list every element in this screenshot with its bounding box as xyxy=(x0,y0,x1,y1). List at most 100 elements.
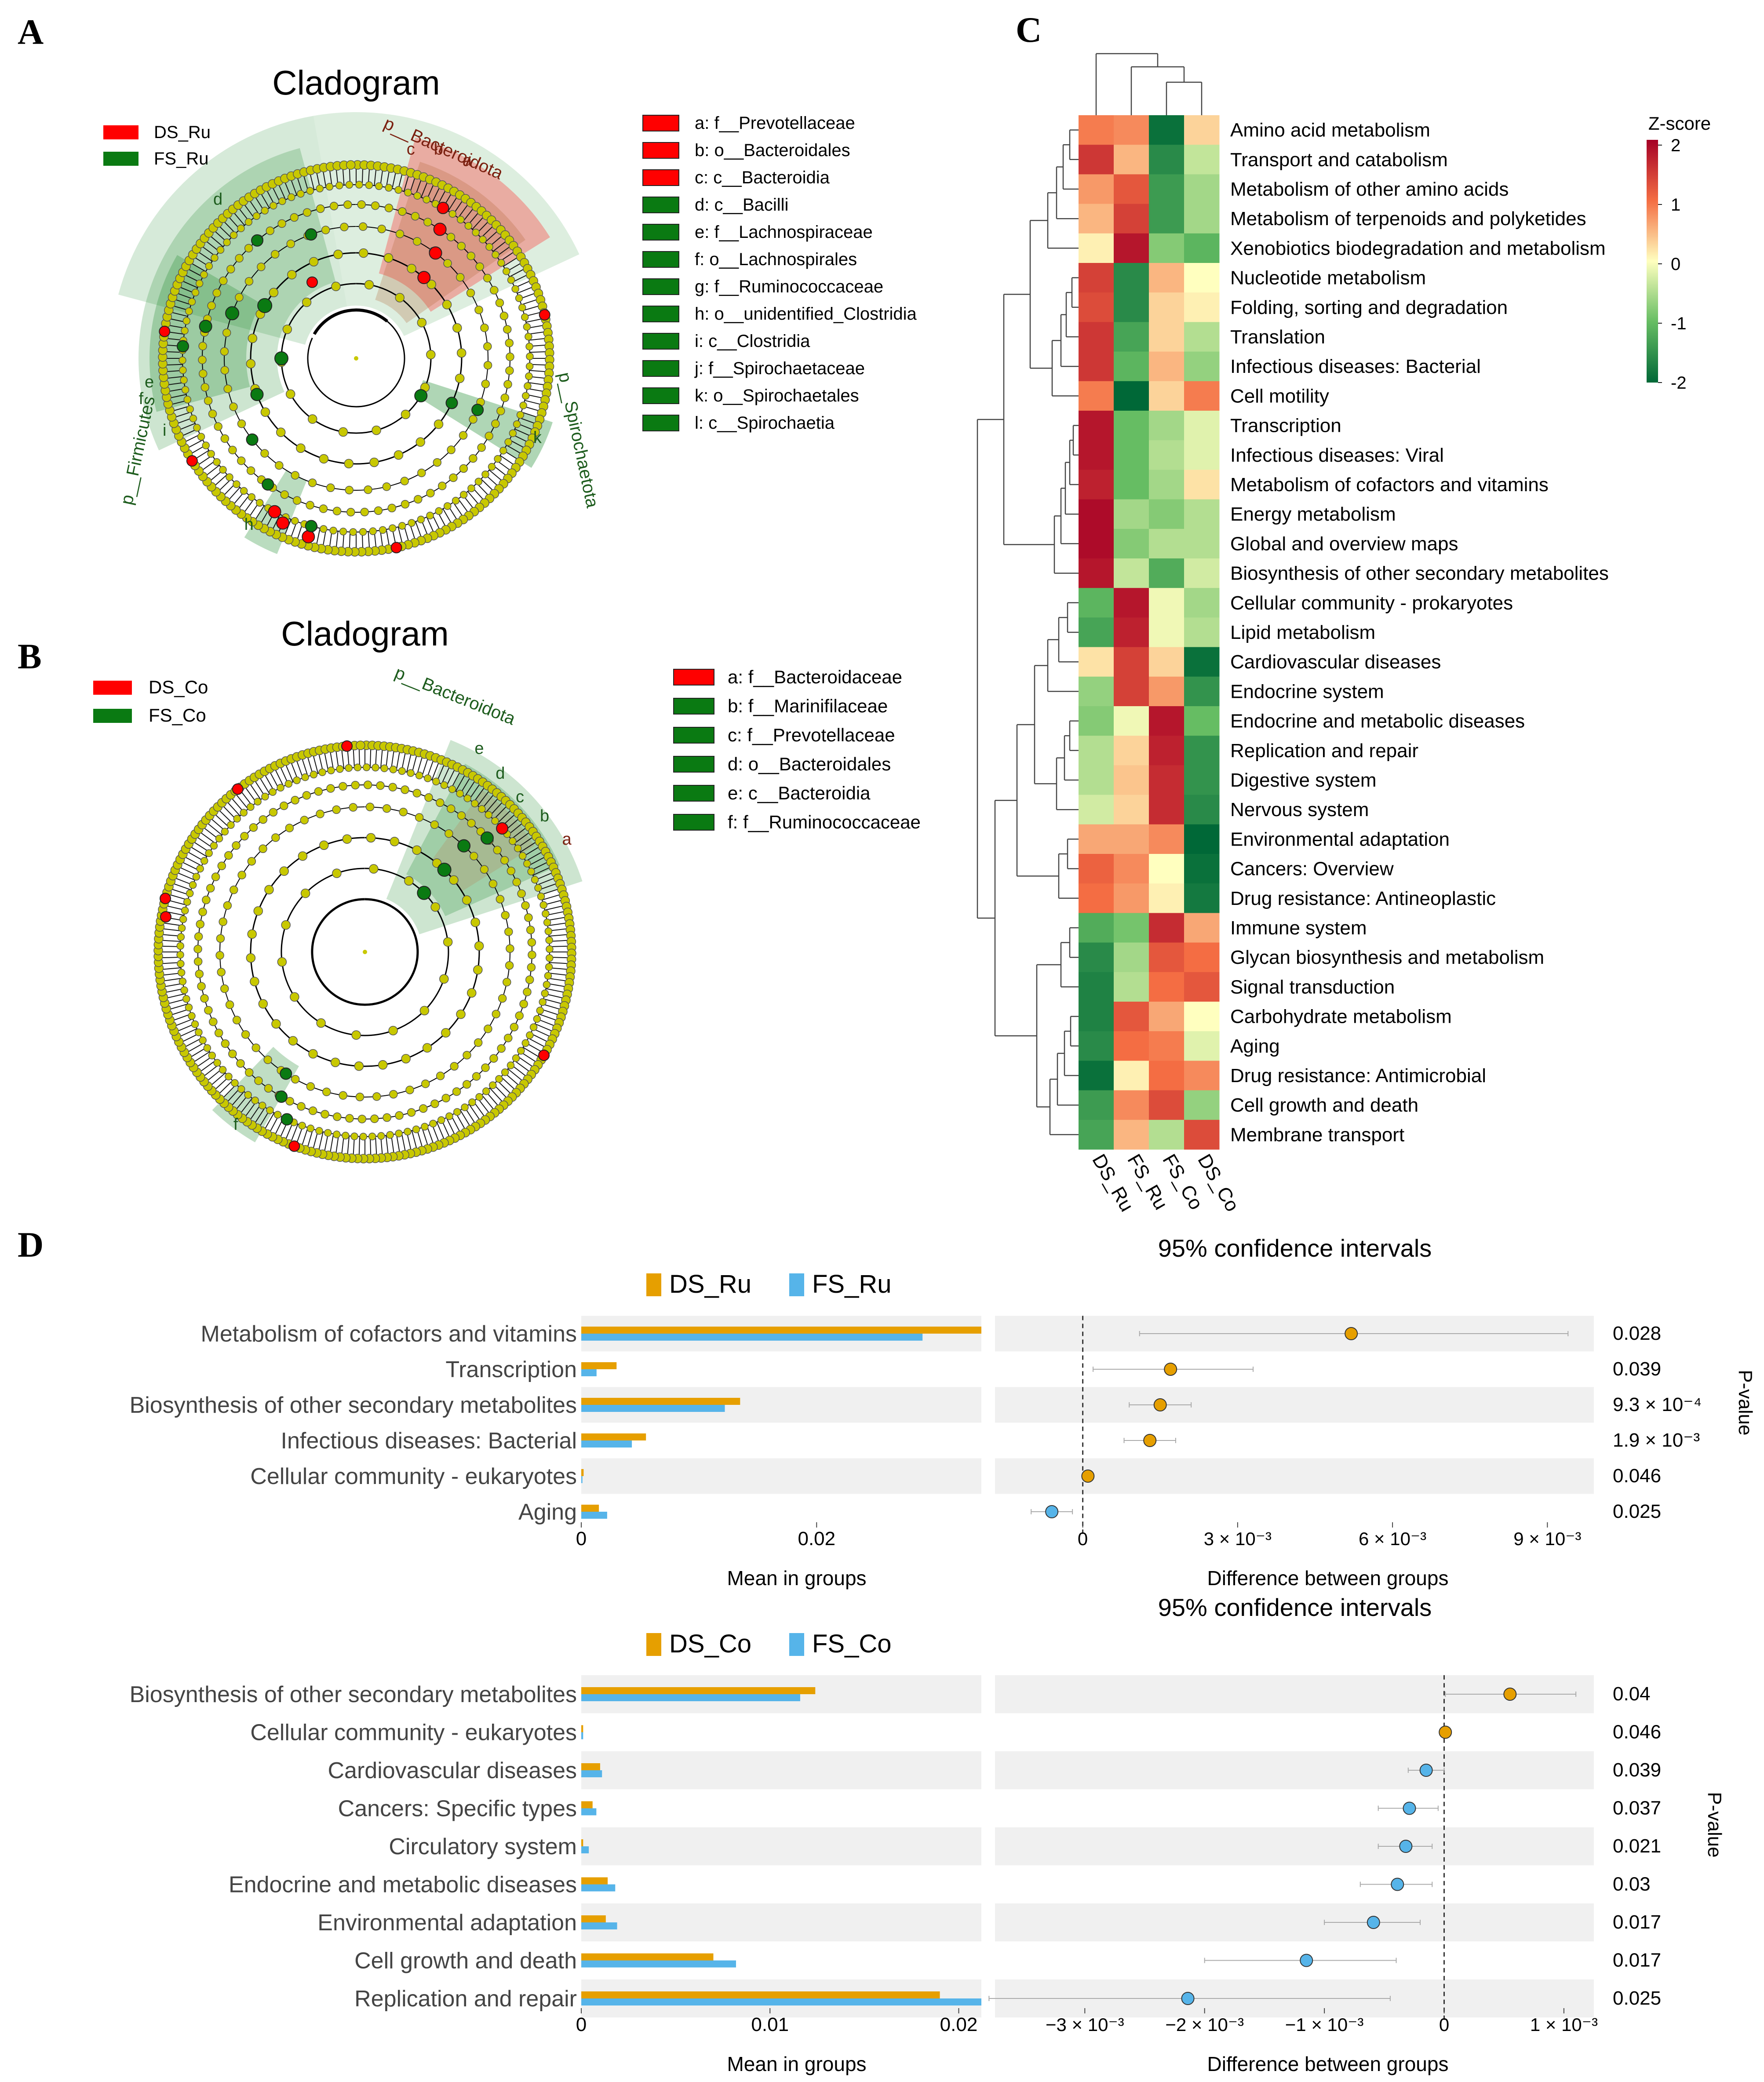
heatmap-row-label: Drug resistance: Antineoplastic xyxy=(1230,888,1496,909)
inner-node xyxy=(260,449,269,458)
biomarker-node-fs xyxy=(445,397,458,409)
heatmap-cell xyxy=(1079,558,1114,588)
inner-node xyxy=(196,920,205,929)
inner-node xyxy=(528,950,536,959)
inner-node xyxy=(342,834,352,844)
heatmap-cell xyxy=(1114,913,1149,943)
clade-letter: e xyxy=(145,373,154,391)
inner-node xyxy=(546,954,554,962)
inner-node xyxy=(498,994,507,1003)
inner-node xyxy=(401,785,409,794)
comparison-ru: 95% confidence intervals DS_Ru FS_Ru Metabo… xyxy=(130,1234,1756,1590)
heatmap-cell xyxy=(1114,440,1149,470)
inner-node xyxy=(450,1062,459,1071)
inner-node xyxy=(379,526,387,534)
inner-node xyxy=(395,293,405,303)
inner-node xyxy=(280,801,288,810)
heatmap-cell xyxy=(1079,499,1114,529)
heatmap-cell xyxy=(1184,795,1220,825)
key-swatch xyxy=(642,197,679,213)
inner-node xyxy=(181,386,190,394)
inner-node xyxy=(303,208,312,217)
inner-node xyxy=(198,355,207,365)
heatmap-cell xyxy=(1149,115,1185,145)
key-swatch xyxy=(673,727,714,744)
clade-letter: d xyxy=(496,764,505,783)
inner-node xyxy=(287,270,297,280)
legend-swatch-fs-co xyxy=(93,709,132,723)
category-label: Aging xyxy=(518,1499,577,1525)
inner-node xyxy=(244,218,253,226)
heatmap-cell xyxy=(1184,883,1220,913)
heatmap-row-label: Folding, sorting and degradation xyxy=(1230,297,1508,318)
bar-fs xyxy=(581,1405,725,1412)
inner-node xyxy=(248,333,258,343)
inner-node xyxy=(457,811,466,820)
inner-node xyxy=(208,409,217,418)
category-label: Transcription xyxy=(445,1357,577,1382)
inner-node xyxy=(545,936,553,944)
biomarker-node-fs xyxy=(251,234,264,247)
bar-ds xyxy=(581,1725,583,1732)
inner-node xyxy=(279,866,289,876)
panel-letter-d: D xyxy=(18,1225,44,1265)
inner-node xyxy=(446,233,456,241)
biomarker-node-ds xyxy=(538,1050,550,1061)
inner-node xyxy=(336,765,344,773)
tree-arc xyxy=(313,308,388,335)
inner-node xyxy=(351,1030,361,1040)
key-label: b: f__Marinifilaceae xyxy=(728,696,888,716)
category-label: Cardiovascular diseases xyxy=(328,1758,577,1783)
inner-node xyxy=(521,313,529,321)
inner-node xyxy=(503,1033,513,1043)
inner-node xyxy=(186,405,194,413)
inner-node xyxy=(521,1039,530,1047)
key-swatch xyxy=(642,333,679,350)
bar-fs xyxy=(581,1770,602,1777)
inner-node xyxy=(499,311,509,321)
heatmap-cell xyxy=(1114,706,1149,736)
inner-node xyxy=(240,831,249,841)
inner-node xyxy=(519,401,527,409)
row-stripe xyxy=(995,1387,1594,1423)
clade-letter: i xyxy=(163,421,166,440)
root-node xyxy=(354,356,358,361)
key-label: c: f__Prevotellaceae xyxy=(728,725,895,745)
biomarker-node-fs xyxy=(275,1090,288,1103)
heatmap-cell xyxy=(1149,617,1185,648)
inner-node xyxy=(456,348,467,358)
inner-node xyxy=(401,500,410,509)
inner-node xyxy=(521,392,530,400)
inner-node xyxy=(228,445,237,455)
heatmap-cell xyxy=(1149,972,1185,1002)
inner-node xyxy=(475,1093,483,1101)
inner-node xyxy=(349,528,357,536)
heatmap-row-label: Drug resistance: Antimicrobial xyxy=(1230,1065,1486,1087)
inner-node xyxy=(462,895,472,905)
heatmap-cell xyxy=(1149,883,1185,913)
clade-letter: b xyxy=(434,140,443,158)
inner-node xyxy=(394,186,402,194)
inner-node xyxy=(437,1116,445,1124)
inner-node xyxy=(383,1113,391,1122)
inner-node xyxy=(524,913,533,922)
biomarker-node-fs xyxy=(199,320,212,333)
inner-node xyxy=(452,496,460,505)
inner-node xyxy=(404,189,412,197)
inner-node xyxy=(216,934,225,943)
inner-node xyxy=(220,347,229,356)
inner-node xyxy=(355,1093,364,1101)
bar-fs xyxy=(581,1884,616,1892)
heatmap-cell xyxy=(1114,204,1149,234)
inner-node xyxy=(525,362,534,370)
biomarker-node-ds xyxy=(302,530,315,543)
key-label: b: o__Bacteroidales xyxy=(695,141,850,160)
heatmap-cell xyxy=(1149,351,1185,382)
inner-node xyxy=(286,239,295,248)
inner-node xyxy=(207,301,216,310)
heatmap-row-label: Nucleotide metabolism xyxy=(1230,267,1426,289)
inner-node xyxy=(426,350,436,360)
clade-sector xyxy=(375,162,526,323)
inner-node xyxy=(233,480,241,489)
inner-node xyxy=(181,327,189,335)
